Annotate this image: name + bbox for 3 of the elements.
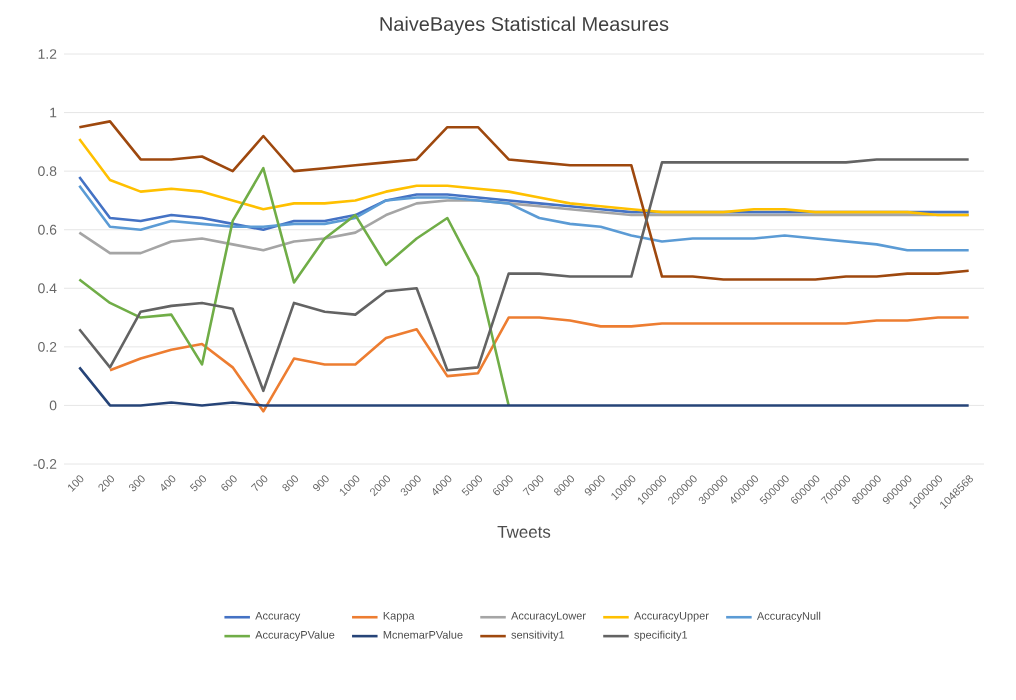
line-series — [78, 166, 510, 407]
x-axis-title: Tweets — [497, 526, 551, 538]
chart-title: NaiveBayes Statistical Measures — [380, 16, 669, 35]
